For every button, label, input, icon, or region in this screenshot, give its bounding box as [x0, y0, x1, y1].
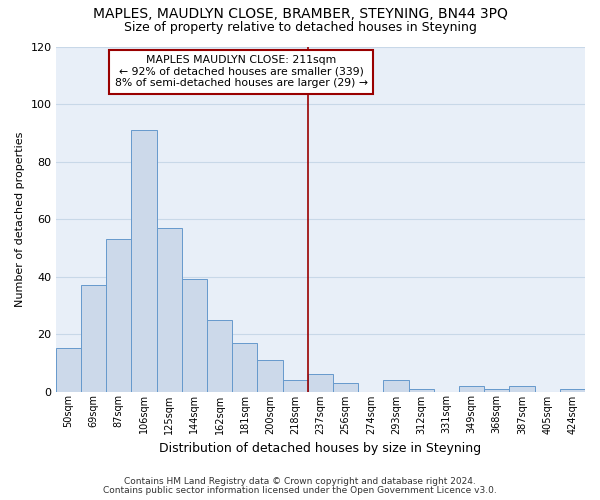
Bar [257, 360, 283, 392]
Bar [283, 380, 308, 392]
Text: MAPLES, MAUDLYN CLOSE, BRAMBER, STEYNING, BN44 3PQ: MAPLES, MAUDLYN CLOSE, BRAMBER, STEYNING… [92, 8, 508, 22]
Bar [232, 342, 257, 392]
Bar [409, 388, 434, 392]
Bar [484, 388, 509, 392]
Bar [383, 380, 409, 392]
Bar [459, 386, 484, 392]
Text: MAPLES MAUDLYN CLOSE: 211sqm
← 92% of detached houses are smaller (339)
8% of se: MAPLES MAUDLYN CLOSE: 211sqm ← 92% of de… [115, 55, 368, 88]
Text: Contains HM Land Registry data © Crown copyright and database right 2024.: Contains HM Land Registry data © Crown c… [124, 477, 476, 486]
Bar [131, 130, 157, 392]
Bar [182, 280, 207, 392]
X-axis label: Distribution of detached houses by size in Steyning: Distribution of detached houses by size … [160, 442, 481, 455]
Bar [509, 386, 535, 392]
Bar [106, 239, 131, 392]
Bar [308, 374, 333, 392]
Bar [81, 285, 106, 392]
Bar [157, 228, 182, 392]
Bar [207, 320, 232, 392]
Text: Contains public sector information licensed under the Open Government Licence v3: Contains public sector information licen… [103, 486, 497, 495]
Y-axis label: Number of detached properties: Number of detached properties [15, 132, 25, 306]
Text: Size of property relative to detached houses in Steyning: Size of property relative to detached ho… [124, 22, 476, 35]
Bar [333, 383, 358, 392]
Bar [560, 388, 585, 392]
Bar [56, 348, 81, 392]
